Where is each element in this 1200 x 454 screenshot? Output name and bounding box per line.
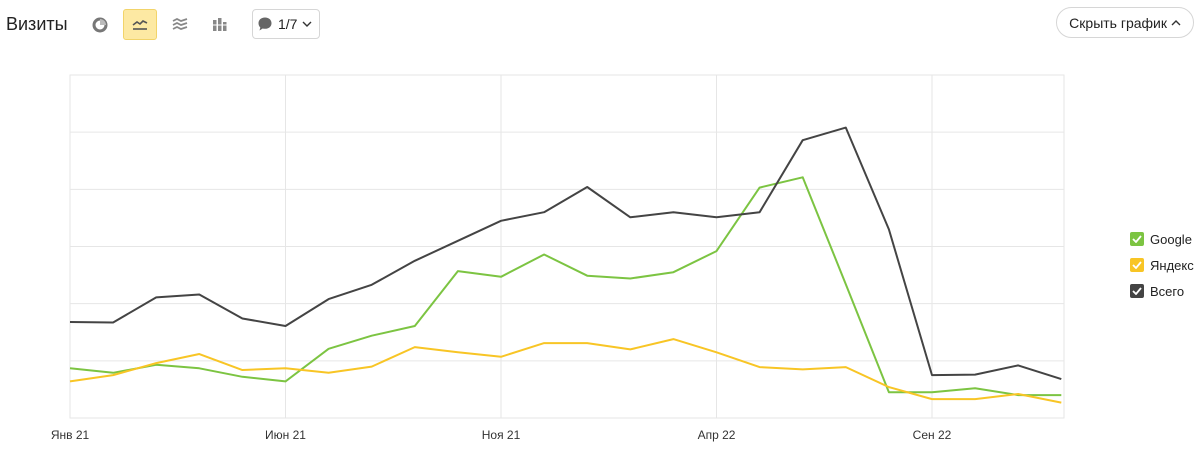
comment-icon <box>258 17 272 31</box>
chevron-down-icon <box>302 21 312 27</box>
checkbox-checked-icon <box>1130 232 1144 246</box>
checkbox-checked-icon <box>1130 284 1144 298</box>
pie-chart-button[interactable] <box>83 9 117 40</box>
x-tick-label: Июн 21 <box>265 428 306 442</box>
stacked-bar-button[interactable] <box>203 9 237 40</box>
chart-legend: Google Яндекс Всего <box>1130 226 1194 304</box>
pie-chart-icon <box>92 17 108 32</box>
chevron-up-icon <box>1171 19 1181 25</box>
legend-item-total[interactable]: Всего <box>1130 278 1194 304</box>
checkbox-checked-icon <box>1130 258 1144 272</box>
notes-dropdown[interactable]: 1/7 <box>252 9 320 39</box>
series-line-всего <box>69 126 1062 381</box>
stacked-area-button[interactable] <box>163 9 197 40</box>
stacked-area-icon <box>172 17 188 30</box>
x-tick-label: Апр 22 <box>698 428 736 442</box>
x-tick-label: Сен 22 <box>913 428 952 442</box>
legend-item-yandex[interactable]: Яндекс <box>1130 252 1194 278</box>
x-tick-label: Ноя 21 <box>482 428 521 442</box>
legend-label: Google <box>1150 231 1192 247</box>
hide-chart-button[interactable]: Скрыть график <box>1056 7 1194 38</box>
stacked-bar-icon <box>213 18 227 31</box>
page-title: Визиты <box>6 14 68 34</box>
hide-chart-label: Скрыть график <box>1069 14 1167 31</box>
legend-item-google[interactable]: Google <box>1130 226 1194 252</box>
series-line-яндекс <box>69 338 1062 404</box>
series-line-google <box>69 176 1062 397</box>
x-tick-label: Янв 21 <box>51 428 90 442</box>
line-chart-button[interactable] <box>123 9 157 40</box>
line-chart-icon <box>132 19 148 30</box>
legend-label: Яндекс <box>1150 257 1194 273</box>
legend-label: Всего <box>1150 283 1185 299</box>
notes-count: 1/7 <box>278 16 298 32</box>
